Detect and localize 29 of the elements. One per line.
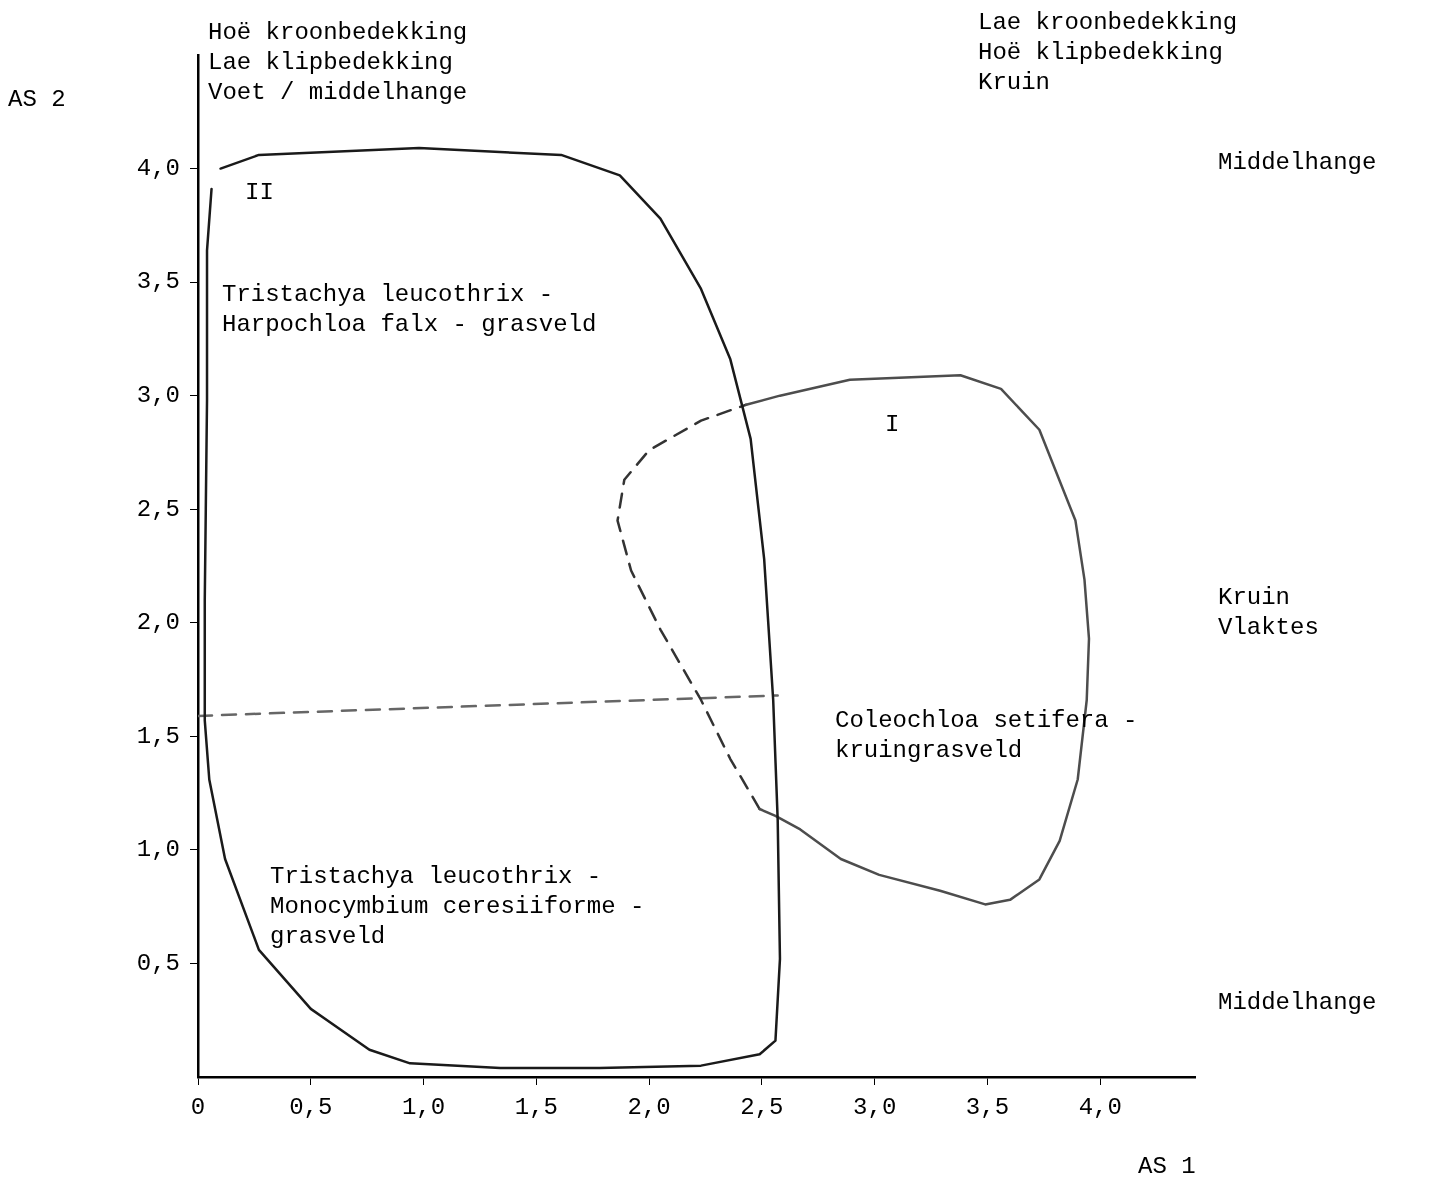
- text: Middelhange: [1218, 988, 1377, 1018]
- x-tick-label: 0,5: [289, 1093, 333, 1121]
- annotation: Lae kroonbedekking Hoë klipbedekking Kruin: [978, 8, 1238, 98]
- x-tick-label: 2,5: [740, 1093, 784, 1121]
- annotation: Hoë kroonbedekking Lae klipbedekking Voet / middelhange: [208, 18, 468, 108]
- x-tick-label: 1,5: [514, 1093, 558, 1121]
- annotation: Tristachya leucothrix - Harpochloa falx - grasveld: [222, 280, 597, 340]
- y-tick-label: 3,0: [136, 382, 180, 410]
- y-tick-label: 2,5: [136, 495, 180, 523]
- text: Kruin Vlaktes: [1218, 583, 1319, 643]
- y-tick-label: 0,5: [136, 949, 180, 977]
- x-tick-label: 3,5: [965, 1093, 1010, 1121]
- line-series: [616, 403, 761, 811]
- annotation: Tristachya leucothrix - Monocymbium ceresiiforme - grasveld: [270, 862, 645, 952]
- text: Middelhange: [1218, 148, 1377, 178]
- y-tick-label: 3,5: [136, 268, 180, 296]
- y-tick-label: 4,0: [136, 154, 180, 182]
- y-tick-label: 2,0: [136, 609, 180, 637]
- x-axis-title: AS 1: [1138, 1152, 1196, 1182]
- y-tick-label: 1,0: [136, 836, 180, 864]
- x-tick-label: 3,0: [853, 1093, 897, 1121]
- y-axis-title: AS 2: [8, 85, 66, 115]
- x-tick-label: 0: [190, 1093, 206, 1121]
- x-tick-label: 2,0: [627, 1093, 671, 1121]
- y-tick-label: 1,5: [136, 722, 180, 750]
- x-tick-label: 4,0: [1078, 1093, 1122, 1121]
- annotation: I: [885, 410, 900, 440]
- annotation: II: [245, 178, 274, 208]
- x-tick-label: 1,0: [401, 1093, 446, 1121]
